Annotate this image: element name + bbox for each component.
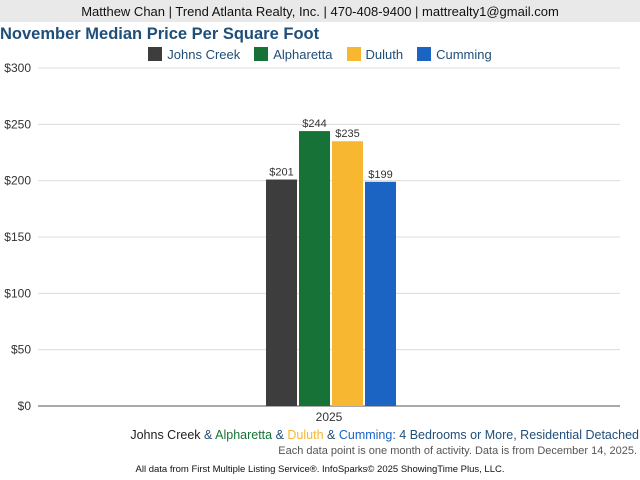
legend-item-duluth[interactable]: Duluth bbox=[346, 45, 404, 63]
legend-label: Johns Creek bbox=[167, 46, 241, 62]
legend-item-alpharetta[interactable]: Alpharetta bbox=[254, 45, 333, 63]
chart-legend: Johns Creek Alpharetta Duluth Cumming bbox=[0, 45, 640, 63]
legend-item-johns-creek[interactable]: Johns Creek bbox=[148, 45, 240, 63]
legend-label: Duluth bbox=[365, 46, 404, 62]
y-tick-label: $200 bbox=[4, 174, 31, 188]
subtitle-part: & bbox=[200, 428, 216, 442]
bar-cumming bbox=[365, 181, 396, 406]
chart-title: November Median Price Per Square Foot bbox=[0, 25, 320, 43]
legend-swatch bbox=[346, 47, 361, 61]
legend-label: Alpharetta bbox=[273, 46, 333, 62]
subtitle-part: Alpharetta bbox=[215, 428, 273, 442]
subtitle-part: & bbox=[272, 428, 288, 442]
chart-subtitle: Johns Creek & Alpharetta & Duluth & Cumm… bbox=[130, 428, 639, 442]
legend-swatch bbox=[417, 47, 432, 61]
subtitle-part: & bbox=[323, 428, 339, 442]
data-credit: All data from First Multiple Listing Ser… bbox=[135, 464, 505, 475]
data-label: $235 bbox=[335, 128, 359, 140]
subtitle-part: Duluth bbox=[287, 428, 324, 442]
subtitle-part: Cumming bbox=[338, 428, 393, 442]
bar-johns-creek bbox=[266, 179, 297, 406]
y-tick-label: $250 bbox=[4, 117, 31, 131]
y-tick-label: $150 bbox=[4, 230, 31, 244]
y-tick-label: $300 bbox=[4, 61, 31, 75]
subtitle-part: : 4 Bedrooms or More, Residential Detach… bbox=[392, 428, 639, 442]
data-label: $199 bbox=[368, 169, 392, 181]
y-tick-label: $100 bbox=[4, 286, 31, 300]
y-tick-label: $50 bbox=[11, 343, 31, 357]
contact-text: Matthew Chan | Trend Atlanta Realty, Inc… bbox=[81, 3, 559, 19]
subtitle-part: Johns Creek bbox=[130, 428, 201, 442]
x-tick-label: 2025 bbox=[316, 410, 343, 424]
y-tick-label: $0 bbox=[18, 399, 32, 413]
bar-chart: $0 $50 $100 $150 $200 $250 $300 $201 $244 $235 $19… bbox=[4, 61, 620, 424]
legend-label: Cumming bbox=[436, 46, 492, 62]
legend-swatch bbox=[254, 47, 269, 61]
data-label: $244 bbox=[302, 118, 326, 130]
legend-swatch bbox=[148, 47, 163, 61]
bar-duluth bbox=[332, 141, 363, 406]
contact-bar: Matthew Chan | Trend Atlanta Realty, Inc… bbox=[0, 0, 640, 22]
legend-item-cumming[interactable]: Cumming bbox=[417, 45, 492, 63]
data-note: Each data point is one month of activity… bbox=[278, 445, 637, 457]
data-label: $201 bbox=[269, 167, 293, 179]
bar-alpharetta bbox=[299, 131, 330, 407]
